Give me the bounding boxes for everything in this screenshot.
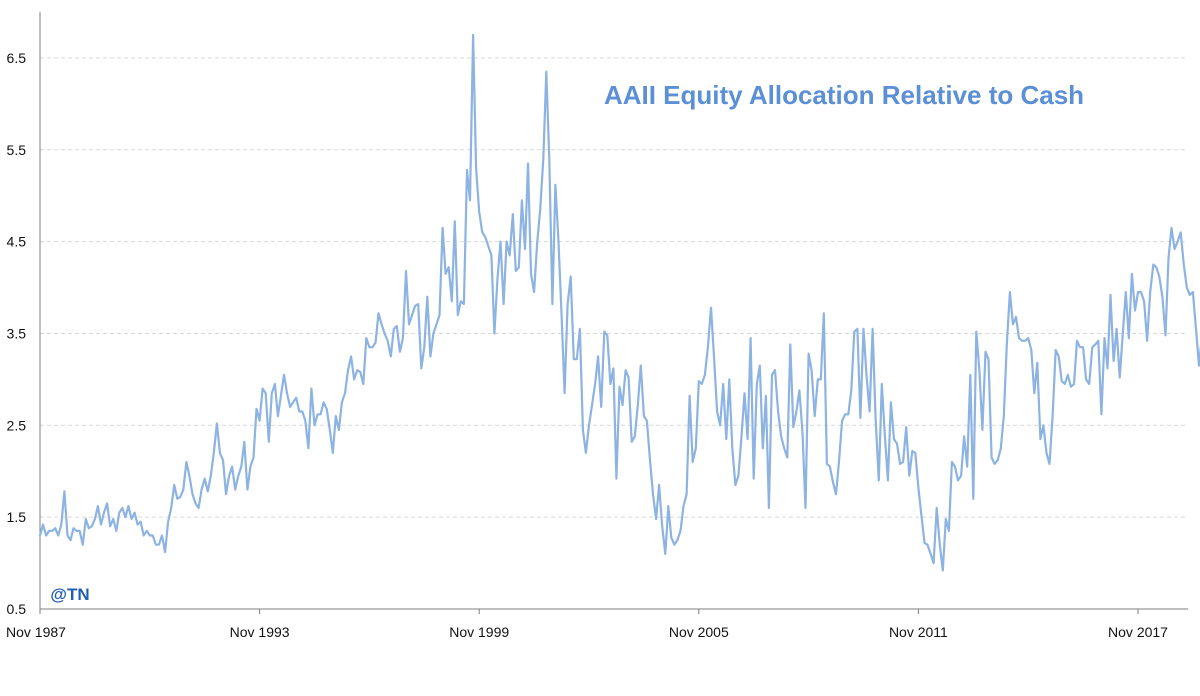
watermark-text: @TN [50, 585, 89, 604]
x-tick-label: Nov 2017 [1108, 624, 1168, 640]
x-tick-label: Nov 1993 [230, 624, 290, 640]
x-tick-label: Nov 2011 [889, 624, 948, 640]
x-tick-label: Nov 1987 [6, 624, 66, 640]
x-tick-label: Nov 2005 [669, 624, 729, 640]
watermark-badge: @TN [42, 581, 98, 607]
chart-title: AAII Equity Allocation Relative to Cash [604, 80, 1084, 110]
y-tick-label: 0.5 [7, 601, 27, 617]
y-tick-labels: 0.5 1.5 2.5 3.5 4.5 5.5 6.5 [7, 50, 27, 617]
y-tick-label: 4.5 [7, 234, 27, 250]
series [38, 33, 1200, 572]
y-tick-label: 1.5 [7, 509, 27, 525]
axes [39, 12, 1188, 610]
y-tick-label: 5.5 [7, 142, 27, 158]
y-tick-label: 3.5 [7, 325, 27, 341]
watermark-background [42, 581, 98, 607]
y-tick-label: 2.5 [7, 417, 27, 433]
y-tick-label: 6.5 [7, 50, 27, 66]
gridlines [40, 57, 1188, 518]
series-line-0 [38, 33, 1200, 572]
x-tick-labels: Nov 1987 Nov 1993 Nov 1999 Nov 2005 Nov 2011… [6, 609, 1168, 640]
x-tick-label: Nov 1999 [449, 624, 509, 640]
